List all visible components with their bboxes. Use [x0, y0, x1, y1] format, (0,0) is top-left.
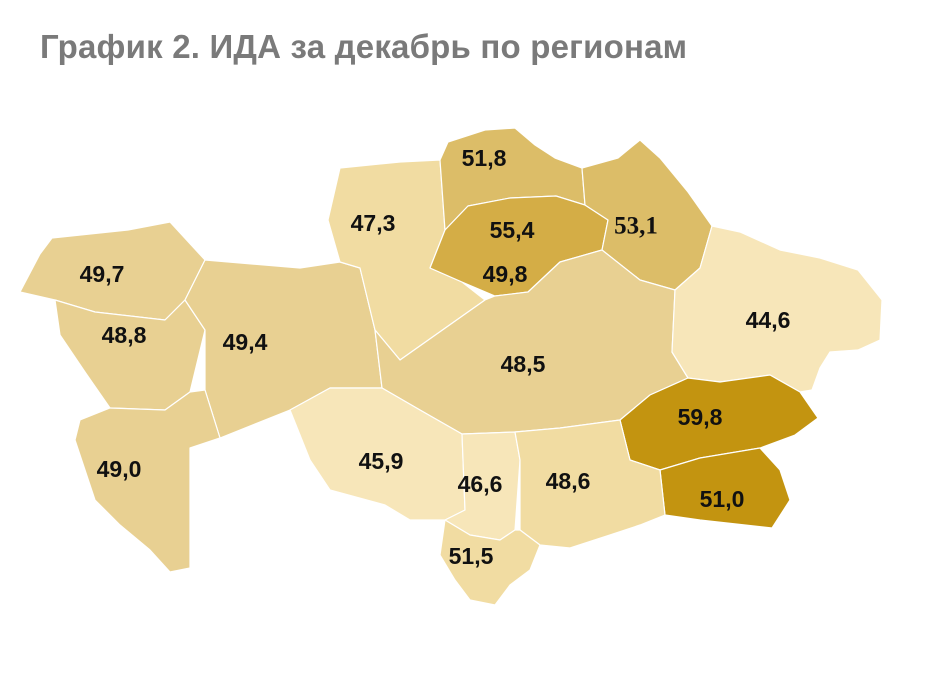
- region-west-2: [54, 299, 206, 411]
- label-south-3: 48,6: [546, 468, 591, 494]
- label-west-3: 49,4: [223, 329, 268, 355]
- region-south-4: [439, 519, 541, 606]
- label-south-2: 46,6: [458, 471, 503, 497]
- label-west-1: 49,7: [80, 261, 125, 287]
- region-east: [671, 225, 883, 393]
- label-north-center: 55,4: [490, 217, 535, 243]
- label-south-1: 45,9: [359, 448, 404, 474]
- label-north-1: 51,8: [462, 145, 507, 171]
- label-southeast-2: 51,0: [700, 486, 745, 512]
- label-southeast-1: 59,8: [678, 404, 723, 430]
- label-center: 48,5: [501, 351, 546, 377]
- label-north-center-south: 49,8: [483, 261, 528, 287]
- label-south-4: 51,5: [449, 543, 494, 569]
- label-southwest: 49,0: [97, 456, 142, 482]
- chart-title: График 2. ИДА за декабрь по регионам: [40, 28, 688, 65]
- label-east: 44,6: [746, 307, 791, 333]
- region-southeast-2: [659, 447, 791, 529]
- region-southwest: [74, 389, 221, 573]
- label-north-west-center: 47,3: [351, 210, 396, 236]
- label-northeast: 53,1: [614, 213, 658, 240]
- label-west-2: 48,8: [102, 322, 147, 348]
